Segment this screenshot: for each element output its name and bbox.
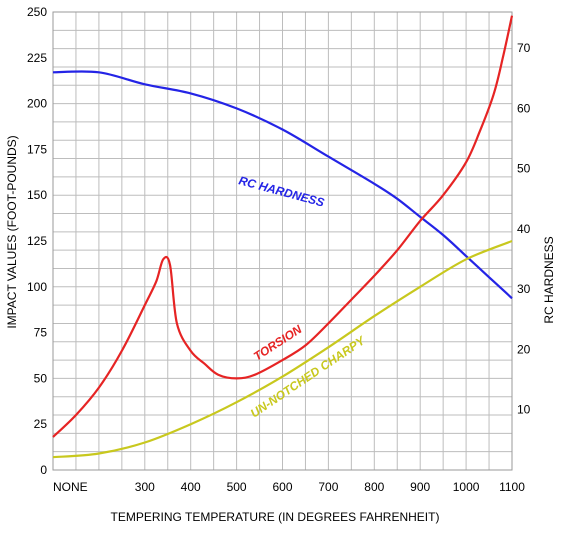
series-line-rc-hardness bbox=[52, 70, 513, 300]
y-tick-right-label: 20 bbox=[517, 342, 531, 356]
y-tick-left-label: 175 bbox=[27, 142, 47, 156]
y-tick-left-label: 25 bbox=[34, 417, 48, 431]
series-label-torsion: TORSION bbox=[251, 322, 305, 364]
y-tick-left-label: 100 bbox=[27, 280, 47, 294]
x-tick-label: 400 bbox=[181, 480, 201, 494]
y-tick-left-label: 125 bbox=[27, 234, 47, 248]
x-tick-label: 300 bbox=[135, 480, 155, 494]
x-tick-label: 900 bbox=[410, 480, 430, 494]
x-tick-label: 1100 bbox=[499, 480, 525, 494]
series-label-rc-hardness: RC HARDNESS bbox=[237, 173, 326, 209]
y-tick-right-label: 50 bbox=[517, 162, 531, 176]
y-axis-left-title: IMPACT VALUES (FOOT-POUNDS) bbox=[5, 135, 19, 328]
series-layer bbox=[52, 15, 514, 459]
series-line-un-notched-charpy bbox=[52, 239, 513, 459]
y-tick-left-label: 250 bbox=[27, 5, 47, 19]
y-tick-left-label: 0 bbox=[40, 463, 47, 477]
y-tick-left-label: 150 bbox=[27, 188, 47, 202]
y-tick-right-label: 30 bbox=[517, 282, 531, 296]
x-tick-label: 600 bbox=[272, 480, 292, 494]
x-tick-label: 500 bbox=[227, 480, 247, 494]
tick-labels: 0 25 50 75 100 125 150 175 200 225 250 10 20 30 40 50 60… bbox=[27, 5, 531, 494]
x-tick-label: 1000 bbox=[453, 480, 480, 494]
y-tick-right-label: 60 bbox=[517, 101, 531, 115]
y-tick-left-label: 200 bbox=[27, 97, 47, 111]
series-line-torsion bbox=[52, 15, 514, 438]
y-tick-left-label: 50 bbox=[34, 371, 48, 385]
y-tick-right-label: 40 bbox=[517, 222, 531, 236]
x-axis-title: TEMPERING TEMPERATURE (IN DEGREES FAHREN… bbox=[111, 510, 440, 524]
x-tick-label: 800 bbox=[364, 480, 384, 494]
y-tick-left-label: 75 bbox=[34, 326, 48, 340]
x-tick-label: NONE bbox=[53, 480, 88, 494]
y-tick-left-label: 225 bbox=[27, 51, 47, 65]
y-axis-right-title: RC HARDNESS bbox=[542, 236, 556, 323]
y-tick-right-label: 10 bbox=[517, 403, 531, 417]
y-tick-right-label: 70 bbox=[517, 41, 531, 55]
x-tick-label: 700 bbox=[318, 480, 338, 494]
